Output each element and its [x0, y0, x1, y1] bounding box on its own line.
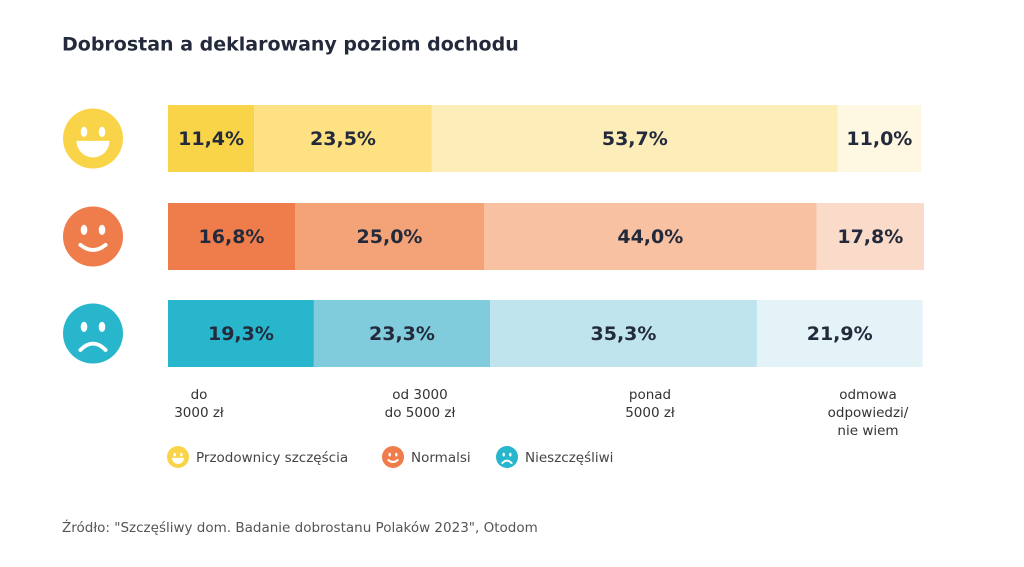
face-icon	[63, 108, 123, 169]
value-label: 23,3%	[369, 323, 435, 345]
face-mouth	[76, 140, 110, 158]
chart-title: Dobrostan a deklarowany poziom dochodu	[62, 34, 519, 56]
face-mouth	[501, 459, 513, 465]
category-label: do	[191, 387, 208, 403]
bar-segment	[490, 300, 757, 367]
value-label: 11,4%	[178, 128, 244, 150]
face-mouth	[78, 341, 108, 352]
value-label: 16,8%	[199, 226, 265, 248]
value-label: 44,0%	[617, 226, 683, 248]
value-label: 11,0%	[846, 128, 912, 150]
face-eye	[388, 452, 391, 457]
category-label: 5000 zł	[625, 405, 675, 421]
face-eye	[98, 224, 106, 235]
face-icon	[496, 446, 518, 468]
category-label: ponad	[629, 387, 671, 403]
bar-segment	[313, 300, 491, 367]
category-label: odmowa	[839, 387, 897, 403]
face-eye	[80, 126, 88, 137]
face-eye	[395, 452, 398, 457]
bar-segment	[168, 203, 296, 270]
legend-label: Nieszczęśliwi	[525, 450, 613, 466]
face-icon	[63, 303, 123, 364]
value-label: 25,0%	[357, 226, 423, 248]
face-eye	[80, 321, 88, 332]
face-eye	[509, 452, 512, 457]
face-eye	[80, 224, 88, 235]
bars	[168, 105, 924, 367]
category-label: do 5000 zł	[385, 405, 456, 421]
bar-segment	[837, 105, 921, 172]
bar-segment	[168, 105, 255, 172]
bar-segment	[756, 300, 923, 367]
bar-segment	[295, 203, 485, 270]
category-label: 3000 zł	[174, 405, 224, 421]
category-label: od 3000	[392, 387, 447, 403]
value-label: 53,7%	[602, 128, 668, 150]
source-note: Źródło: "Szczęśliwy dom. Badanie dobrost…	[62, 518, 538, 536]
face-eye	[98, 321, 106, 332]
face-eye	[502, 452, 505, 457]
value-label: 35,3%	[591, 323, 657, 345]
legend-label: Przodownicy szczęścia	[196, 450, 348, 466]
face-mouth	[171, 457, 185, 464]
value-label: 19,3%	[208, 323, 274, 345]
face-icon	[167, 446, 189, 468]
face-eye	[173, 452, 176, 457]
face-icon	[63, 206, 123, 267]
bar-segment	[431, 105, 838, 172]
bar-segment	[254, 105, 432, 172]
category-label: nie wiem	[837, 423, 898, 439]
face-icon	[382, 446, 404, 468]
bar-segment	[484, 203, 817, 270]
value-label: 17,8%	[837, 226, 903, 248]
face-eye	[98, 126, 106, 137]
legend-label: Normalsi	[411, 450, 471, 466]
face-eye	[180, 452, 183, 457]
value-label: 23,5%	[310, 128, 376, 150]
face-mouth	[78, 242, 108, 252]
category-label: odpowiedzi/	[828, 405, 909, 421]
bar-segment	[816, 203, 924, 270]
value-label: 21,9%	[807, 323, 873, 345]
bar-segment	[168, 300, 314, 367]
face-mouth	[387, 459, 399, 463]
